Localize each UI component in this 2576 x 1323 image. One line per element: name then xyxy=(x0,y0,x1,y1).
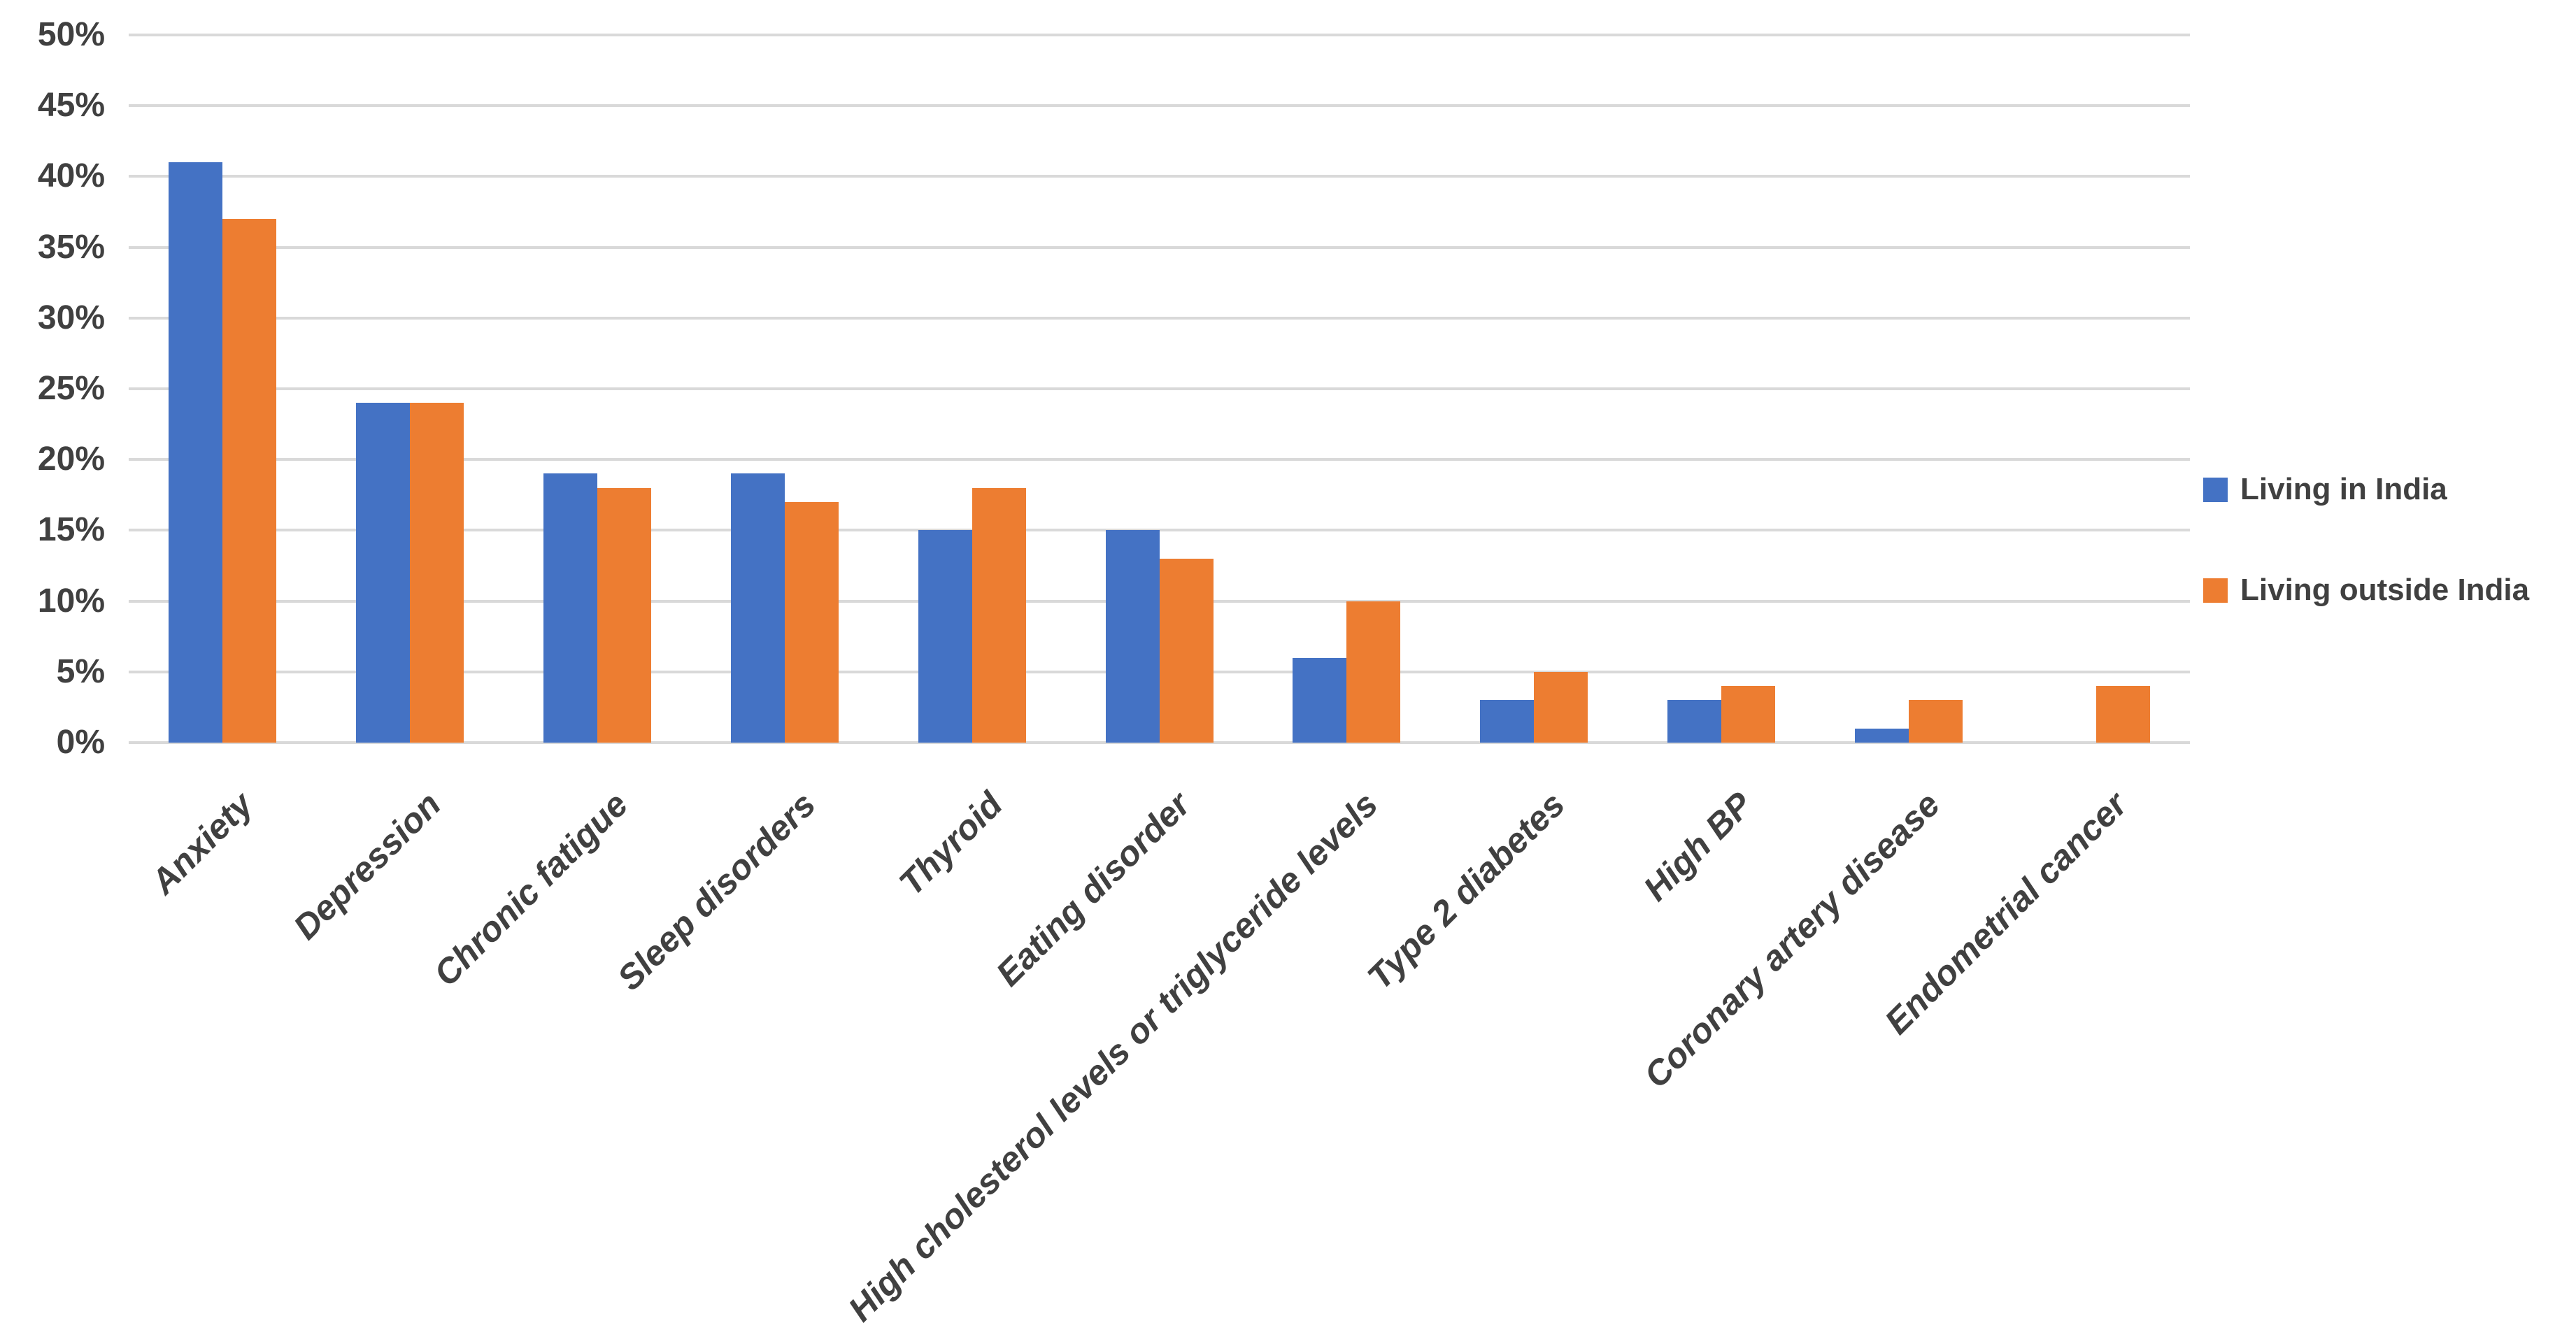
gridline xyxy=(129,316,2190,320)
bar xyxy=(1293,657,1347,743)
bar xyxy=(1105,530,1160,743)
legend-item-living-outside-india: Living outside India xyxy=(2203,569,2529,611)
y-axis-tick-label: 35% xyxy=(37,228,105,266)
x-axis-category-label: High BP xyxy=(1635,785,1760,909)
bar xyxy=(972,487,1026,743)
gridline xyxy=(129,104,2190,108)
bar xyxy=(918,530,972,743)
legend-item-living-in-india: Living in India xyxy=(2203,469,2529,510)
x-axis-category-label: Depression xyxy=(285,785,448,947)
x-axis-category-label: Chronic fatigue xyxy=(426,785,636,994)
x-axis-category-label: Eating disorder xyxy=(988,785,1198,994)
bar xyxy=(1721,686,1776,743)
y-axis-tick-label: 30% xyxy=(37,299,105,336)
x-axis-category-label: Type 2 diabetes xyxy=(1360,785,1572,997)
bar xyxy=(1159,558,1214,743)
gridline xyxy=(129,458,2190,462)
legend: Living in India Living outside India xyxy=(2203,469,2529,611)
legend-swatch-living-outside-india xyxy=(2203,578,2228,603)
y-axis-tick-label: 25% xyxy=(37,370,105,407)
y-axis-tick-label: 45% xyxy=(37,87,105,124)
bar xyxy=(1534,671,1588,743)
bar xyxy=(1667,700,1722,743)
x-axis-category-label: Thyroid xyxy=(891,785,1011,903)
legend-swatch-living-in-india xyxy=(2203,477,2228,502)
y-axis-tick-label: 0% xyxy=(56,724,105,761)
y-axis-tick-label: 5% xyxy=(56,652,105,690)
gridline xyxy=(129,175,2190,178)
bar xyxy=(1480,700,1535,743)
y-axis-tick-label: 10% xyxy=(37,582,105,620)
bar xyxy=(409,403,464,743)
bar xyxy=(222,219,276,743)
bar xyxy=(543,473,597,743)
gridline xyxy=(129,387,2190,390)
legend-label: Living outside India xyxy=(2240,573,2530,607)
gridline xyxy=(129,741,2190,744)
bar xyxy=(2096,686,2151,743)
y-axis-tick-label: 15% xyxy=(37,511,105,549)
bar xyxy=(1346,601,1401,743)
bar xyxy=(355,403,410,743)
y-axis-tick-label: 50% xyxy=(37,16,105,53)
legend-label: Living in India xyxy=(2240,472,2447,506)
y-axis-tick-label: 40% xyxy=(37,157,105,195)
bar xyxy=(1909,700,1963,743)
bar xyxy=(730,473,785,743)
bar xyxy=(597,487,651,743)
bar xyxy=(784,501,839,743)
x-axis-category-label: Coronary artery disease xyxy=(1636,785,1947,1096)
gridline xyxy=(129,34,2190,36)
gridline xyxy=(129,529,2190,532)
x-axis-category-label: Anxiety xyxy=(143,785,261,902)
bar xyxy=(1855,728,1909,743)
x-axis-category-label: Sleep disorders xyxy=(609,785,823,998)
bar xyxy=(168,162,222,743)
y-axis-tick-label: 20% xyxy=(37,441,105,478)
gridline xyxy=(129,245,2190,249)
